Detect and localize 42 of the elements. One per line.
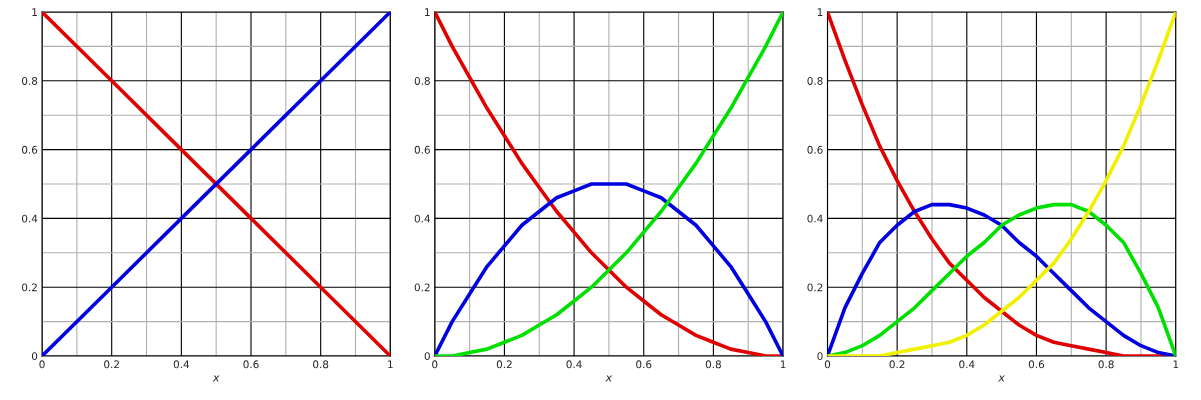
x-tick-label: 0.6: [243, 360, 259, 369]
y-tick-label: 0.6: [414, 145, 430, 154]
y-tick-label: 0.2: [807, 283, 823, 292]
x-tick-label: 0.8: [1098, 360, 1114, 369]
x-tick-label: 0.8: [705, 360, 721, 369]
x-tick-label: 0.6: [1028, 360, 1045, 369]
x-tick-label: 0.2: [889, 360, 905, 369]
y-tick-label: 0.4: [21, 214, 38, 223]
y-tick-label: 1: [817, 8, 823, 16]
x-tick-label: 0.2: [104, 360, 119, 369]
y-tick-label: 1: [425, 8, 430, 16]
x-tick-label: 0.2: [496, 360, 512, 369]
x-tick-label: 0.4: [959, 360, 975, 369]
x-tick-label: 0.4: [173, 360, 190, 369]
y-tick-label: 0.4: [414, 214, 431, 223]
x-tick-label: 0.4: [566, 360, 582, 369]
y-tick-label: 0.2: [414, 283, 430, 292]
y-tick-label: 0.6: [21, 145, 38, 154]
line-series: [42, 12, 391, 356]
y-tick-label: 0.2: [21, 283, 37, 292]
y-tick-label: 0.6: [807, 145, 823, 154]
line-series: [434, 12, 784, 356]
x-tick-label: 0: [432, 360, 438, 369]
x-tick-label: 1: [1173, 360, 1179, 369]
x-axis-title: x: [998, 375, 1006, 382]
y-tick-label: 1: [32, 8, 37, 16]
y-tick-label: 0.8: [807, 77, 823, 85]
y-tick-label: 0.8: [21, 77, 38, 85]
y-tick-label: 0: [424, 352, 430, 361]
x-axis-title: x: [212, 375, 220, 382]
x-axis-title: x: [605, 375, 613, 382]
y-tick-label: 0: [31, 352, 38, 361]
x-tick-label: 0: [39, 360, 45, 369]
x-tick-label: 1: [780, 360, 786, 369]
x-tick-label: 1: [388, 360, 393, 369]
x-tick-label: 0: [824, 360, 831, 369]
y-tick-label: 0.8: [414, 77, 430, 85]
line-series: [827, 12, 1176, 356]
x-tick-label: 0.8: [313, 360, 329, 369]
y-tick-label: 0.4: [807, 214, 823, 223]
y-tick-label: 0: [817, 352, 823, 361]
x-tick-label: 0.6: [636, 360, 652, 369]
